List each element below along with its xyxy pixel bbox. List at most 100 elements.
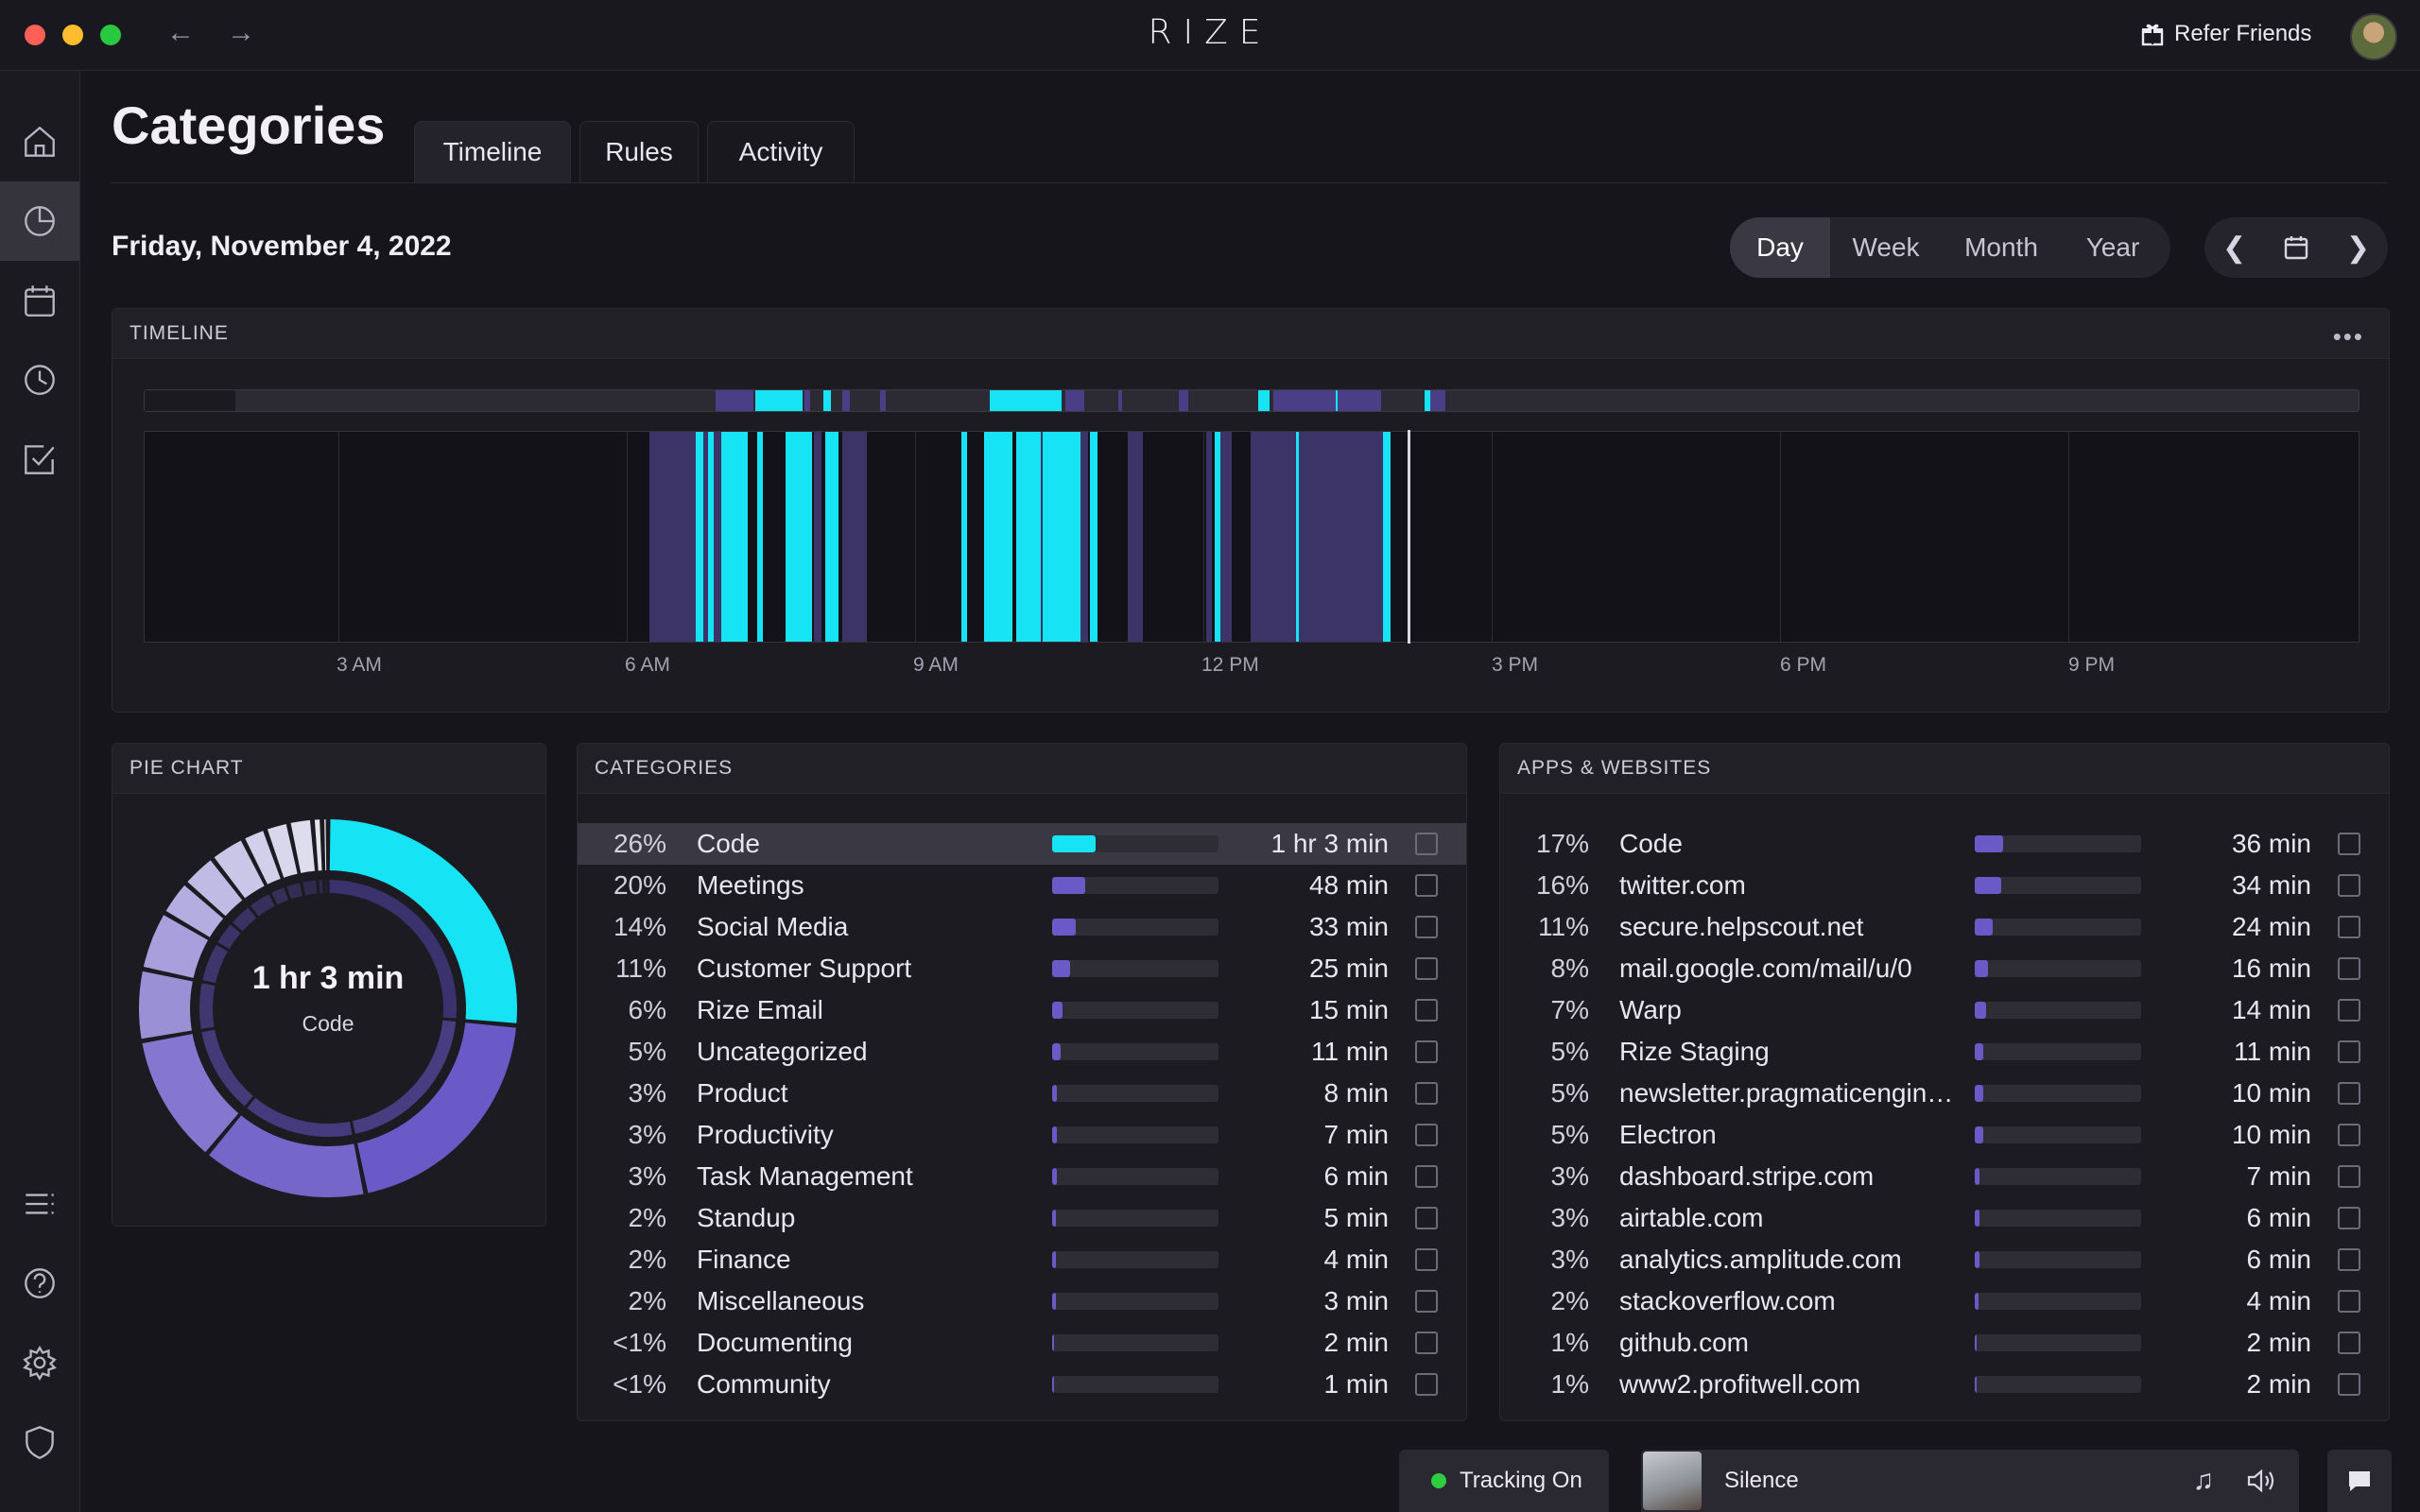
sidebar-item-tasks[interactable] <box>0 420 79 499</box>
category-row[interactable]: 26% Code 1 hr 3 min <box>578 823 1466 865</box>
category-row[interactable]: 3% Productivity 7 min <box>578 1114 1466 1156</box>
range-month[interactable]: Month <box>1964 232 2038 262</box>
pie-slice[interactable] <box>267 823 298 878</box>
sidebar-item-list[interactable] <box>0 1164 79 1244</box>
sidebar-item-home[interactable] <box>0 102 79 181</box>
chevron-right-icon[interactable]: ❯ <box>2345 232 2371 264</box>
pie-chart[interactable] <box>138 818 518 1198</box>
app-row[interactable]: 2% stackoverflow.com 4 min <box>1500 1280 2389 1322</box>
edit-icon[interactable] <box>2338 1373 2360 1396</box>
pie-slice[interactable] <box>165 885 224 937</box>
focus-block[interactable] <box>1067 432 1080 642</box>
focus-block[interactable] <box>1011 432 1012 642</box>
category-row[interactable]: 2% Miscellaneous 3 min <box>578 1280 1466 1322</box>
activity-block[interactable] <box>1220 432 1232 642</box>
edit-icon[interactable] <box>1415 874 1438 897</box>
minimize-window-button[interactable] <box>62 25 83 45</box>
pie-slice[interactable] <box>356 1022 516 1194</box>
focus-block[interactable] <box>1090 432 1098 642</box>
focus-block[interactable] <box>721 432 748 642</box>
app-row[interactable]: 5% Rize Staging 11 min <box>1500 1031 2389 1073</box>
edit-icon[interactable] <box>2338 1082 2360 1105</box>
app-row[interactable]: 8% mail.google.com/mail/u/0 16 min <box>1500 948 2389 989</box>
edit-icon[interactable] <box>1415 1332 1438 1354</box>
pie-slice[interactable] <box>143 915 209 978</box>
edit-icon[interactable] <box>1415 916 1438 938</box>
edit-icon[interactable] <box>1415 1248 1438 1271</box>
app-row[interactable]: 11% secure.helpscout.net 24 min <box>1500 906 2389 948</box>
more-options-icon[interactable]: ••• <box>2332 322 2364 351</box>
edit-icon[interactable] <box>2338 1040 2360 1063</box>
app-row[interactable]: 5% newsletter.pragmaticengin… 10 min <box>1500 1073 2389 1114</box>
focus-block[interactable] <box>1215 432 1220 642</box>
app-row[interactable]: 3% dashboard.stripe.com 7 min <box>1500 1156 2389 1197</box>
range-week[interactable]: Week <box>1852 232 1920 262</box>
focus-block[interactable] <box>696 432 703 642</box>
edit-icon[interactable] <box>2338 999 2360 1022</box>
edit-icon[interactable] <box>1415 1165 1438 1188</box>
timeline-chart[interactable] <box>144 430 2360 644</box>
activity-block[interactable] <box>1206 432 1212 642</box>
sidebar-item-calendar[interactable] <box>0 261 79 340</box>
app-row[interactable]: 5% Electron 10 min <box>1500 1114 2389 1156</box>
activity-block[interactable] <box>1251 432 1391 642</box>
activity-block[interactable] <box>1041 432 1043 642</box>
tab-activity[interactable]: Activity <box>707 121 855 182</box>
tab-timeline[interactable]: Timeline <box>414 121 571 182</box>
edit-icon[interactable] <box>1415 957 1438 980</box>
category-row[interactable]: 2% Finance 4 min <box>578 1239 1466 1280</box>
focus-block[interactable] <box>1296 432 1299 642</box>
focus-block[interactable] <box>984 432 1012 642</box>
activity-block[interactable] <box>1080 432 1088 642</box>
category-row[interactable]: <1% Documenting 2 min <box>578 1322 1466 1364</box>
edit-icon[interactable] <box>2338 1248 2360 1271</box>
tracking-toggle[interactable]: Tracking On <box>1399 1450 1609 1512</box>
pie-slice[interactable] <box>290 819 316 873</box>
back-arrow-icon[interactable]: ← <box>166 17 195 48</box>
activity-block[interactable] <box>842 432 867 642</box>
avatar[interactable] <box>2350 13 2397 60</box>
app-row[interactable]: 3% airtable.com 6 min <box>1500 1197 2389 1239</box>
edit-icon[interactable] <box>1415 1082 1438 1105</box>
focus-block[interactable] <box>757 432 763 642</box>
edit-icon[interactable] <box>2338 1332 2360 1354</box>
edit-icon[interactable] <box>2338 1290 2360 1313</box>
app-row[interactable]: 7% Warp 14 min <box>1500 989 2389 1031</box>
focus-block[interactable] <box>825 432 838 642</box>
music-player[interactable]: Silence ♫ <box>1641 1450 2299 1512</box>
timeline-overview-strip[interactable] <box>144 389 2360 412</box>
edit-icon[interactable] <box>2338 916 2360 938</box>
category-row[interactable]: 5% Uncategorized 11 min <box>578 1031 1466 1073</box>
edit-icon[interactable] <box>2338 1165 2360 1188</box>
category-row[interactable]: 14% Social Media 33 min <box>578 906 1466 948</box>
range-year[interactable]: Year <box>2085 232 2140 262</box>
focus-block[interactable] <box>786 432 812 642</box>
category-row[interactable]: 3% Product 8 min <box>578 1073 1466 1114</box>
edit-icon[interactable] <box>2338 1207 2360 1229</box>
sidebar-item-help[interactable] <box>0 1244 79 1323</box>
chevron-left-icon[interactable]: ❮ <box>2221 232 2247 264</box>
focus-block[interactable] <box>1383 432 1391 642</box>
edit-icon[interactable] <box>1415 833 1438 855</box>
pie-slice[interactable] <box>324 819 327 871</box>
category-row[interactable]: <1% Community 1 min <box>578 1364 1466 1405</box>
pie-slice[interactable] <box>245 831 281 885</box>
app-row[interactable]: 1% github.com 2 min <box>1500 1322 2389 1364</box>
edit-icon[interactable] <box>1415 1040 1438 1063</box>
category-row[interactable]: 3% Task Management 6 min <box>578 1156 1466 1197</box>
close-window-button[interactable] <box>25 25 45 45</box>
edit-icon[interactable] <box>1415 999 1438 1022</box>
edit-icon[interactable] <box>2338 1124 2360 1146</box>
category-row[interactable]: 20% Meetings 48 min <box>578 865 1466 906</box>
maximize-window-button[interactable] <box>100 25 121 45</box>
activity-block[interactable] <box>814 432 821 642</box>
sidebar-item-categories[interactable] <box>0 181 79 261</box>
edit-icon[interactable] <box>1415 1207 1438 1229</box>
pie-slice[interactable] <box>139 971 193 1040</box>
app-row[interactable]: 17% Code 36 min <box>1500 823 2389 865</box>
range-day[interactable]: Day <box>1730 217 1830 278</box>
category-row[interactable]: 6% Rize Email 15 min <box>578 989 1466 1031</box>
focus-block[interactable] <box>961 432 967 642</box>
app-row[interactable]: 3% analytics.amplitude.com 6 min <box>1500 1239 2389 1280</box>
edit-icon[interactable] <box>2338 874 2360 897</box>
